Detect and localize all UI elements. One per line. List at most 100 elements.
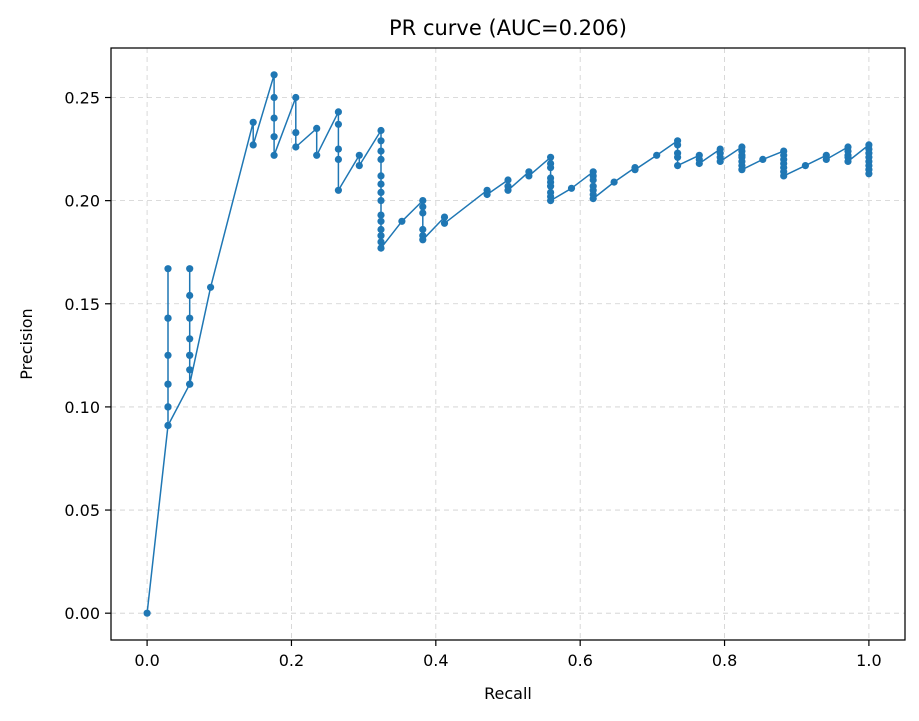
pr-curve-point <box>589 176 597 184</box>
pr-curve-point <box>631 166 639 174</box>
pr-curve-point <box>547 153 555 161</box>
pr-curve-point <box>249 118 257 126</box>
pr-curve-point <box>355 162 363 170</box>
pr-curve-point <box>759 155 767 163</box>
y-tick-label: 0.00 <box>64 604 100 623</box>
pr-curve-point <box>249 141 257 149</box>
pr-curve-point <box>525 172 533 180</box>
axes: 0.0 0.2 0.4 0.6 0.8 1.0 0.00 0.05 0.10 0.15 0.20 0.… <box>64 89 881 670</box>
pr-curve-point <box>716 157 724 165</box>
pr-curve-point <box>419 203 427 211</box>
x-tick-label: 0.4 <box>423 651 448 670</box>
pr-curve-point <box>334 186 342 194</box>
pr-curve-point <box>547 164 555 172</box>
pr-curve-point <box>377 238 385 246</box>
pr-curve-point <box>334 155 342 163</box>
pr-curve-point <box>313 124 321 132</box>
pr-curve-point <box>801 162 810 170</box>
pr-curve-point <box>355 151 363 159</box>
y-tick-label: 0.10 <box>64 398 100 417</box>
pr-curve-point <box>143 609 151 617</box>
pr-curve-point <box>334 108 342 116</box>
pr-curve-point <box>377 180 385 188</box>
pr-curve-point <box>780 172 788 180</box>
pr-curve-point <box>377 188 385 196</box>
pr-curve-point <box>419 236 427 244</box>
pr-curve-point <box>270 71 278 79</box>
pr-curve-point <box>164 403 172 411</box>
pr-curve-point <box>270 93 278 102</box>
pr-curve-point <box>313 151 321 159</box>
pr-curve-point <box>377 155 385 163</box>
pr-curve-point <box>270 133 278 141</box>
pr-curve-point <box>164 421 172 430</box>
pr-curve-point <box>419 197 427 205</box>
pr-curve-point <box>377 197 385 205</box>
pr-curve-point <box>377 225 385 234</box>
y-axis-label: Precision <box>17 308 36 379</box>
pr-curve-point <box>292 93 300 102</box>
pr-curve-point <box>419 225 427 234</box>
pr-curve-point <box>674 153 682 161</box>
y-tick-label: 0.25 <box>64 89 100 108</box>
pr-curve-point <box>589 195 597 203</box>
pr-curve-point <box>398 217 406 225</box>
pr-curve-point <box>186 366 194 374</box>
pr-curve-point <box>567 184 576 192</box>
pr-curve-point <box>865 170 873 178</box>
pr-curve-point <box>377 232 385 240</box>
pr-curve-point <box>164 351 172 359</box>
pr-curve-point <box>377 172 385 180</box>
pr-curve-point <box>292 143 300 151</box>
pr-curve-point <box>270 114 278 122</box>
pr-curve-point <box>377 211 385 219</box>
pr-curve-point <box>186 314 194 322</box>
pr-curve-point <box>504 176 512 184</box>
pr-curve-point <box>419 209 427 217</box>
pr-curve-point <box>164 314 172 322</box>
chart-title: PR curve (AUC=0.206) <box>389 16 627 40</box>
pr-curve-point <box>674 141 682 149</box>
pr-curve-point <box>186 265 194 273</box>
series-layer <box>143 71 873 617</box>
pr-curve-point <box>164 380 172 388</box>
pr-curve-point <box>483 190 491 199</box>
pr-curve-point <box>164 265 172 273</box>
pr-curve-point <box>440 213 449 221</box>
x-tick-label: 0.6 <box>567 651 592 670</box>
pr-curve-point <box>334 145 342 153</box>
pr-curve-point <box>186 291 194 300</box>
pr-curve-point <box>610 178 618 186</box>
y-tick-label: 0.20 <box>64 192 100 211</box>
pr-curve-point <box>844 157 852 165</box>
grid-lines <box>111 48 905 640</box>
x-axis-label: Recall <box>484 684 532 703</box>
pr-curve-point <box>186 351 194 359</box>
pr-curve-point <box>822 155 830 163</box>
pr-curve-point <box>695 159 703 168</box>
pr-curve-point <box>186 380 194 388</box>
pr-curve-point <box>547 197 555 205</box>
pr-curve-point <box>186 335 194 343</box>
x-tick-label: 0.0 <box>134 651 159 670</box>
pr-curve-point <box>270 151 278 159</box>
y-tick-label: 0.15 <box>64 295 100 314</box>
pr-curve-point <box>377 217 385 225</box>
pr-curve-point <box>504 186 512 194</box>
plot-frame <box>110 47 906 641</box>
x-tick-label: 0.8 <box>712 651 737 670</box>
x-tick-label: 0.2 <box>279 651 304 670</box>
pr-curve-point <box>377 147 385 155</box>
pr-curve-point <box>377 244 385 252</box>
pr-curve-point <box>547 182 555 190</box>
pr-curve-point <box>440 219 449 227</box>
x-tick-label: 1.0 <box>856 651 881 670</box>
y-tick-label: 0.05 <box>64 501 100 520</box>
pr-curve-point <box>292 129 300 137</box>
pr-curve-point <box>334 120 342 128</box>
pr-curve-point <box>674 162 682 170</box>
pr-curve-point <box>653 151 661 159</box>
pr-curve-point <box>207 283 215 291</box>
